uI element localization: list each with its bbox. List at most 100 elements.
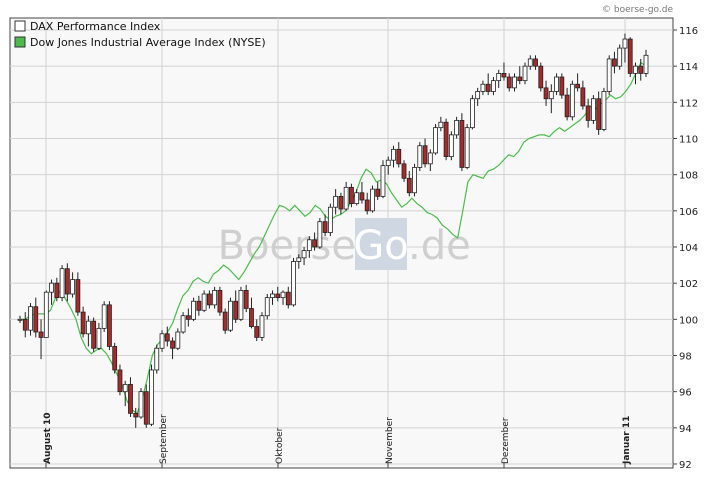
- candle-body: [64, 268, 70, 295]
- y-tick-label: 94: [679, 424, 692, 435]
- dax-candle: [317, 218, 323, 249]
- candle-body: [138, 391, 144, 418]
- dax-candle: [38, 319, 44, 360]
- candle-body: [338, 195, 344, 210]
- candle-body: [75, 279, 81, 313]
- candle-body: [301, 250, 307, 259]
- dax-candle: [201, 290, 207, 313]
- candle-body: [264, 297, 270, 317]
- candle-body: [354, 192, 360, 204]
- candle-body: [222, 311, 228, 331]
- candle-body: [475, 91, 481, 100]
- dax-candle: [580, 80, 586, 110]
- dax-candle: [91, 317, 97, 352]
- dax-candle: [596, 91, 602, 135]
- candle-body: [575, 83, 581, 89]
- candle-body: [291, 261, 296, 306]
- candle-body: [627, 38, 633, 74]
- dax-candle: [275, 286, 281, 302]
- dax-candle: [128, 377, 133, 417]
- candle-body: [201, 293, 207, 311]
- dax-candle: [385, 156, 391, 175]
- dax-candle: [296, 254, 302, 269]
- dax-candle: [280, 290, 286, 305]
- candle-body: [480, 83, 486, 92]
- candle-body: [122, 384, 128, 393]
- candle-body: [590, 98, 596, 121]
- candle-body: [427, 152, 433, 165]
- x-tick-label: Dezember: [501, 417, 511, 464]
- dax-candle: [543, 80, 549, 106]
- candle-body: [22, 318, 28, 331]
- dax-candle: [617, 44, 623, 70]
- dax-candle: [264, 294, 270, 320]
- candle-body: [38, 331, 44, 338]
- candle-body: [364, 199, 370, 212]
- candle-body: [196, 300, 202, 311]
- candle-body: [249, 308, 254, 327]
- dax-candle: [612, 51, 617, 74]
- dax-candle: [417, 142, 423, 172]
- dax-candle: [538, 62, 544, 92]
- candle-body: [438, 121, 444, 129]
- dax-candle: [254, 319, 260, 342]
- dax-candle: [327, 203, 333, 237]
- dax-candle: [117, 364, 123, 396]
- watermark-boerse: Boerse: [218, 223, 356, 269]
- candle-body: [49, 282, 54, 293]
- y-tick-label: 116: [679, 26, 698, 37]
- dax-candle: [438, 116, 444, 132]
- dax-candle: [491, 77, 496, 96]
- candle-body: [622, 38, 628, 49]
- candle-body: [501, 73, 507, 78]
- candle-body: [154, 347, 160, 371]
- dax-candle: [96, 322, 102, 351]
- candle-body: [506, 76, 512, 89]
- candle-body: [212, 289, 218, 306]
- dax-candle: [401, 160, 407, 182]
- dax-candle: [333, 189, 339, 215]
- dax-candle: [291, 257, 296, 307]
- dax-candle: [391, 145, 396, 168]
- dax-candle: [364, 192, 370, 215]
- candle-body: [312, 239, 317, 248]
- dax-series: [17, 33, 649, 428]
- y-tick-label: 106: [679, 207, 698, 218]
- dax-candle: [59, 265, 65, 302]
- dax-candle: [422, 138, 428, 168]
- candle-body: [370, 188, 375, 212]
- candle-body: [59, 268, 65, 299]
- dax-candle: [427, 149, 433, 172]
- dax-candle: [359, 181, 365, 204]
- dax-candle: [464, 124, 470, 170]
- candle-body: [33, 306, 39, 333]
- candle-body: [485, 83, 491, 92]
- candle-body: [580, 87, 586, 107]
- candle-body: [349, 186, 354, 204]
- dax-candle: [559, 73, 565, 99]
- y-axis: 92 94 96 98 100 102 104 106 108 110 112 114 116: [673, 26, 698, 471]
- dax-candle: [170, 337, 175, 360]
- dax-candle: [638, 58, 644, 81]
- legend-swatch-dow: [14, 36, 26, 48]
- candle-body: [359, 192, 365, 201]
- dax-candle: [575, 73, 581, 92]
- dow-series: [20, 61, 647, 415]
- dax-candle: [75, 272, 81, 316]
- dax-candle: [70, 272, 76, 298]
- candle-body: [117, 369, 123, 393]
- legend-swatch-dax: [14, 20, 26, 32]
- dax-candle: [548, 84, 554, 114]
- candle-body: [527, 58, 533, 67]
- candle-body: [606, 58, 612, 92]
- dax-candle: [643, 49, 649, 78]
- candle-body: [422, 145, 428, 165]
- candle-body: [375, 188, 381, 197]
- dax-candle: [564, 87, 570, 121]
- dax-candle: [533, 55, 538, 70]
- dax-candle: [133, 407, 139, 428]
- candle-body: [133, 412, 139, 418]
- dax-candle: [406, 171, 412, 197]
- watermark-go-box: [355, 218, 407, 270]
- x-tick-label: September: [159, 414, 169, 464]
